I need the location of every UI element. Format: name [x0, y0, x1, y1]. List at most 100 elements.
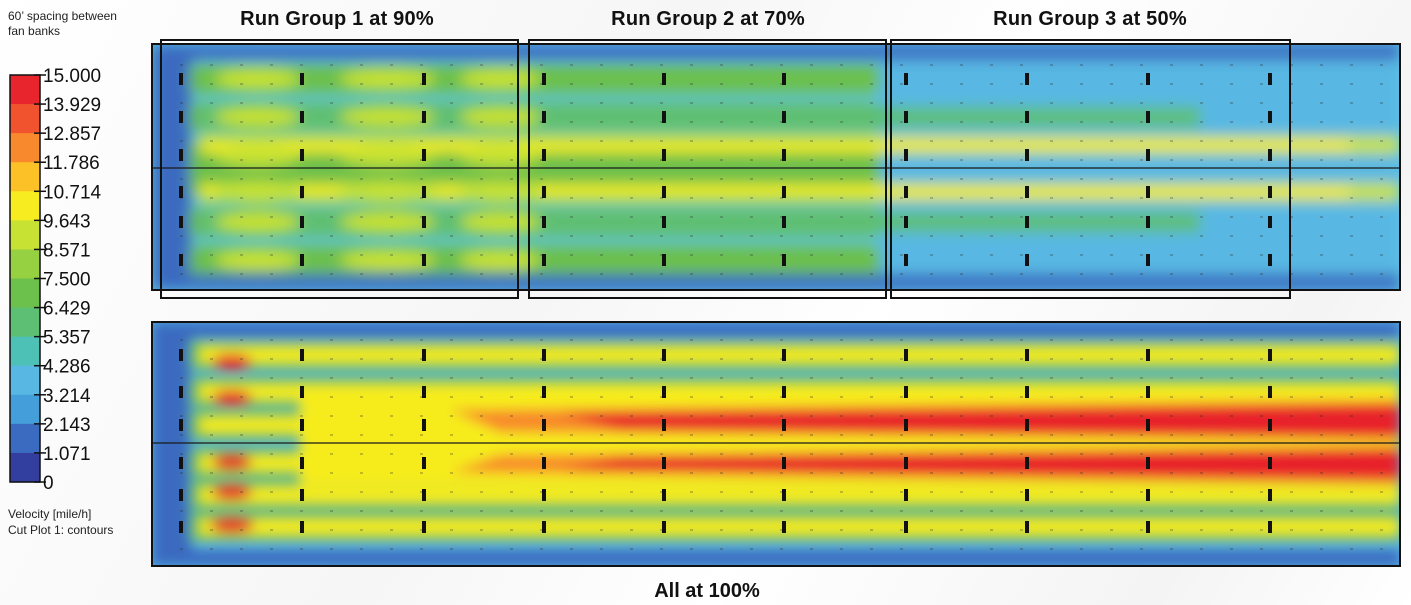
fan-marker: [542, 216, 546, 228]
colorbar-tick-label: 9.643: [43, 211, 91, 232]
fan-marker: [1268, 216, 1272, 228]
fan-marker: [1146, 521, 1150, 533]
spacing-note-line-1: 60’ spacing between: [8, 9, 117, 23]
fan-marker: [179, 419, 183, 431]
fan-marker: [1146, 186, 1150, 198]
fan-marker: [422, 216, 426, 228]
fan-marker: [179, 489, 183, 501]
top-contour-panel: [151, 39, 1401, 299]
colorbar-band: [10, 307, 40, 338]
fan-marker: [662, 73, 666, 85]
fan-marker: [1268, 149, 1272, 161]
fan-marker: [300, 489, 304, 501]
colorbar-band: [10, 191, 40, 221]
fan-marker: [422, 73, 426, 85]
fan-marker: [782, 419, 786, 431]
fan-marker: [179, 111, 183, 123]
fan-marker: [1025, 186, 1029, 198]
fan-marker: [542, 73, 546, 85]
fan-marker: [542, 489, 546, 501]
fan-marker: [300, 349, 304, 361]
fan-marker: [1025, 386, 1029, 398]
run-group-3-title: Run Group 3 at 50%: [993, 8, 1187, 30]
fan-marker: [179, 349, 183, 361]
fan-marker: [1146, 457, 1150, 469]
fan-marker: [422, 521, 426, 533]
top-flow-vectors: [180, 64, 1383, 275]
colorbar-tick-label: 15.000: [43, 66, 101, 87]
colorbar-tick-label: 1.071: [43, 444, 91, 465]
colorbar-band: [10, 278, 40, 309]
colorbar-tick-label: 13.929: [43, 95, 101, 116]
fan-marker: [1025, 489, 1029, 501]
fan-marker: [179, 254, 183, 266]
fan-marker: [1146, 489, 1150, 501]
fan-marker: [300, 457, 304, 469]
bottom-velocity-contours: [152, 322, 1400, 566]
fan-marker: [1268, 419, 1272, 431]
colorbar-tick-label: 2.143: [43, 415, 91, 436]
fan-marker: [542, 386, 546, 398]
fan-marker: [662, 457, 666, 469]
colorbar-tick-label: 12.857: [43, 124, 101, 145]
fan-marker: [662, 149, 666, 161]
fan-marker: [300, 216, 304, 228]
fan-marker: [422, 254, 426, 266]
fan-marker: [1025, 457, 1029, 469]
colorbar-tick-label: 11.786: [43, 153, 100, 174]
legend-quantity: Velocity [mile/h]: [8, 507, 92, 521]
fan-marker: [1268, 186, 1272, 198]
fan-marker: [782, 457, 786, 469]
fan-marker: [300, 386, 304, 398]
fan-marker: [1146, 349, 1150, 361]
fan-marker: [662, 254, 666, 266]
fan-marker: [782, 521, 786, 533]
fan-marker: [904, 111, 908, 123]
run-group-3-box: [890, 39, 1291, 299]
fan-marker: [904, 73, 908, 85]
fan-marker: [904, 457, 908, 469]
fan-marker: [662, 111, 666, 123]
fan-marker: [542, 349, 546, 361]
run-group-2-box: [528, 39, 887, 299]
colorbar-band: [10, 394, 40, 425]
fan-marker: [904, 149, 908, 161]
top-fan-markers: [179, 73, 1272, 266]
bottom-panel-title: All at 100%: [654, 580, 760, 602]
fan-marker: [300, 521, 304, 533]
fan-marker: [1146, 149, 1150, 161]
fan-marker: [300, 73, 304, 85]
fan-marker: [662, 489, 666, 501]
fan-marker: [662, 349, 666, 361]
colorbar-band: [10, 365, 40, 396]
fan-marker: [179, 216, 183, 228]
run-group-2-title: Run Group 2 at 70%: [611, 8, 805, 30]
fan-marker: [300, 186, 304, 198]
fan-marker: [1146, 216, 1150, 228]
fan-marker: [782, 149, 786, 161]
fan-marker: [782, 254, 786, 266]
fan-marker: [662, 521, 666, 533]
fan-marker: [542, 149, 546, 161]
bottom-fan-markers: [179, 349, 1272, 533]
fan-marker: [782, 216, 786, 228]
fan-marker: [1146, 254, 1150, 266]
fan-marker: [542, 186, 546, 198]
colorbar-tick-label: 8.571: [43, 240, 91, 261]
fan-marker: [300, 149, 304, 161]
fan-marker: [782, 73, 786, 85]
fan-marker: [904, 186, 908, 198]
fan-marker: [300, 111, 304, 123]
colorbar-band: [10, 336, 40, 367]
fan-marker: [1268, 73, 1272, 85]
fan-marker: [904, 386, 908, 398]
colorbar-tick-label: 3.214: [43, 386, 91, 407]
fan-marker: [422, 419, 426, 431]
fan-marker: [1025, 419, 1029, 431]
fan-marker: [1025, 149, 1029, 161]
fan-marker: [904, 349, 908, 361]
colorbar-band: [10, 104, 40, 134]
colorbar-band: [10, 452, 40, 483]
fan-marker: [1025, 73, 1029, 85]
